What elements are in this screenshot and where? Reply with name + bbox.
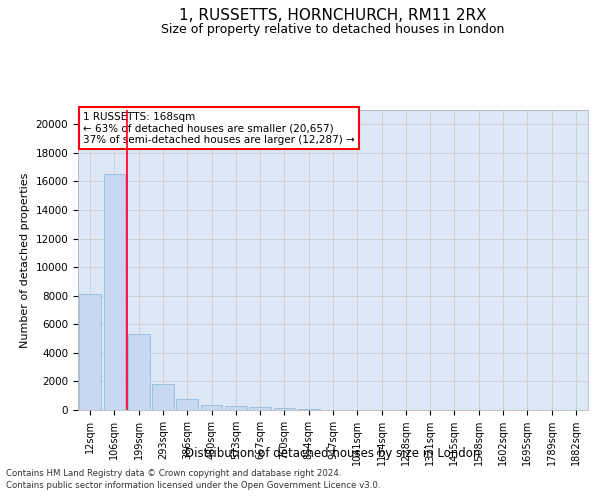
Bar — [104, 174, 125, 410]
Bar — [249, 407, 271, 410]
Bar — [200, 404, 223, 410]
Text: 1, RUSSETTS, HORNCHURCH, RM11 2RX: 1, RUSSETTS, HORNCHURCH, RM11 2RX — [179, 8, 487, 22]
Bar — [79, 294, 101, 410]
Text: 1 RUSSETTS: 168sqm
← 63% of detached houses are smaller (20,657)
37% of semi-det: 1 RUSSETTS: 168sqm ← 63% of detached hou… — [83, 112, 355, 144]
Bar — [274, 408, 295, 410]
Text: Contains public sector information licensed under the Open Government Licence v3: Contains public sector information licen… — [6, 481, 380, 490]
Bar — [225, 406, 247, 410]
Text: Size of property relative to detached houses in London: Size of property relative to detached ho… — [161, 22, 505, 36]
Bar — [298, 409, 320, 410]
Y-axis label: Number of detached properties: Number of detached properties — [20, 172, 30, 348]
Text: Contains HM Land Registry data © Crown copyright and database right 2024.: Contains HM Land Registry data © Crown c… — [6, 468, 341, 477]
Bar — [176, 400, 198, 410]
Bar — [128, 334, 149, 410]
Bar — [152, 384, 174, 410]
Text: Distribution of detached houses by size in London: Distribution of detached houses by size … — [185, 448, 481, 460]
